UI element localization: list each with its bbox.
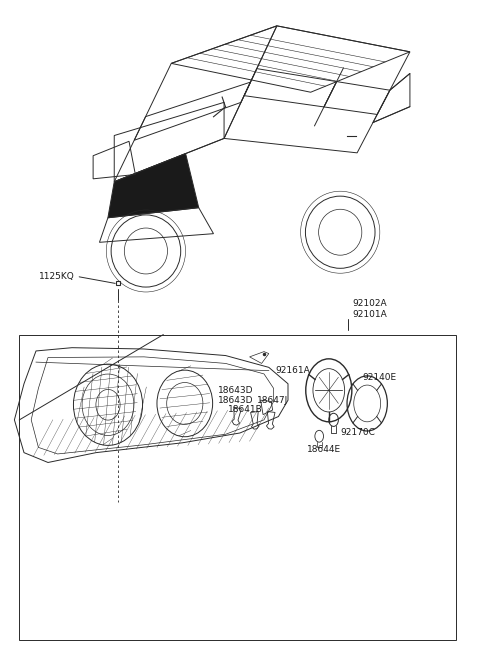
Text: 1125KQ: 1125KQ [39,272,74,281]
Text: 18641B: 18641B [228,405,263,415]
Text: 18644E: 18644E [307,445,341,454]
Bar [19,335,456,640]
Text: 92102A: 92102A [353,298,387,308]
Text: 92170C: 92170C [341,428,376,438]
Text: 92140E: 92140E [362,373,396,382]
Text: 18643D: 18643D [218,396,254,405]
Text: 92101A: 92101A [353,310,387,319]
Text: 92161A: 92161A [276,366,310,375]
Polygon shape [108,154,199,218]
Text: 18647J: 18647J [257,396,288,405]
Text: 18643D: 18643D [218,386,254,395]
